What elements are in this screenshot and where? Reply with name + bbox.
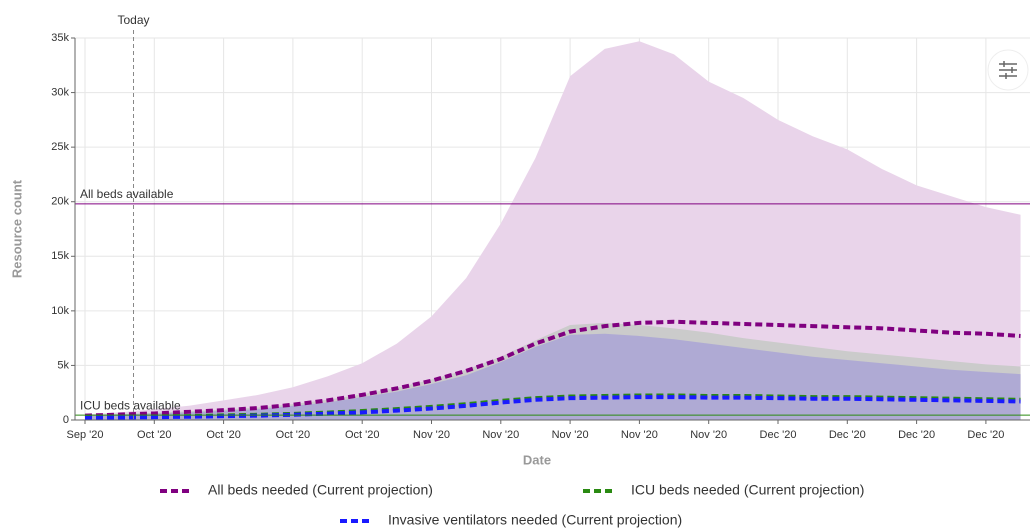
x-tick-label: Nov '20 bbox=[621, 429, 658, 441]
y-tick-label: 5k bbox=[57, 359, 69, 371]
x-tick-label: Sep '20 bbox=[67, 429, 104, 441]
capacity-label: ICU beds available bbox=[80, 398, 181, 412]
legend-label: All beds needed (Current projection) bbox=[208, 482, 433, 498]
y-tick-label: 35k bbox=[51, 32, 69, 44]
x-tick-label: Dec '20 bbox=[967, 429, 1004, 441]
y-tick-label: 0 bbox=[63, 414, 69, 426]
capacity-label: All beds available bbox=[80, 187, 174, 201]
x-tick-label: Oct '20 bbox=[276, 429, 311, 441]
settings-button[interactable] bbox=[987, 49, 1029, 91]
legend-label: Invasive ventilators needed (Current pro… bbox=[388, 512, 682, 528]
annotations: Today All beds available ICU beds availabl… bbox=[75, 13, 1030, 420]
y-tick-label: 30k bbox=[51, 86, 69, 98]
y-tick-label: 10k bbox=[51, 305, 69, 317]
x-tick-label: Oct '20 bbox=[345, 429, 380, 441]
series-line bbox=[84, 395, 1021, 420]
x-tick-label: Nov '20 bbox=[552, 429, 589, 441]
legend: All beds needed (Current projection) ICU … bbox=[160, 482, 864, 528]
x-tick-label: Dec '20 bbox=[829, 429, 866, 441]
x-tick-label: Dec '20 bbox=[760, 429, 797, 441]
x-tick-label: Nov '20 bbox=[690, 429, 727, 441]
x-tick-label: Oct '20 bbox=[137, 429, 172, 441]
y-tick-label: 15k bbox=[51, 250, 69, 262]
axes: 0 5k 10k 15k 20k 25k 30k 35k Sep '20 Oct '20 Oct '… bbox=[51, 32, 1030, 441]
series-line bbox=[84, 319, 1021, 418]
x-tick-label: Dec '20 bbox=[898, 429, 935, 441]
band-area bbox=[85, 41, 1021, 420]
x-tick-label: Nov '20 bbox=[482, 429, 519, 441]
y-axis-title: Resource count bbox=[9, 179, 24, 278]
today-label: Today bbox=[117, 13, 149, 27]
areas bbox=[85, 41, 1021, 420]
y-tick-label: 20k bbox=[51, 196, 69, 208]
settings-icon[interactable] bbox=[999, 61, 1017, 79]
band-area bbox=[85, 333, 1021, 420]
x-tick-label: Oct '20 bbox=[206, 429, 241, 441]
x-axis-title: Date bbox=[523, 452, 551, 467]
x-tick-label: Nov '20 bbox=[413, 429, 450, 441]
legend-label: ICU beds needed (Current projection) bbox=[631, 482, 864, 498]
y-tick-label: 25k bbox=[51, 141, 69, 153]
